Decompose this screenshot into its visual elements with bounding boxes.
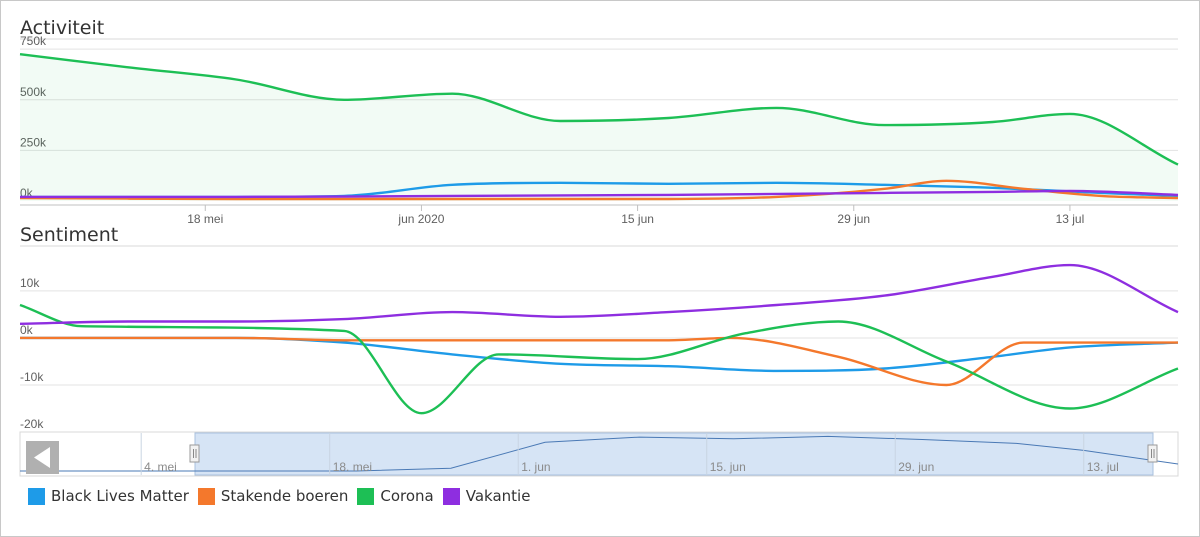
navigator-series [20,435,1179,472]
navigator-x-tick-label: 29. jun [898,460,934,474]
navigator-x-tick-labels: 4. mei 18. mei 1. jun 15. jun 29. jun 13. jul [140,433,1119,475]
y-tick-label: -10k [20,370,44,384]
activiteit-series [19,53,1179,202]
series-line-vakantie[interactable] [19,263,1179,325]
navigator-handle-left[interactable] [189,444,200,463]
activiteit-x-tick-labels: 18 mei jun 2020 15 jun 29 jun 13 jul [187,205,1084,226]
y-tick-label: -20k [20,417,44,431]
legend-swatch [357,487,375,505]
legend: Black Lives Matter Stakende boeren Corona V… [28,485,539,507]
x-tick-label: 15 jun [621,212,654,226]
chart-title-activiteit: Activiteit [20,17,104,39]
sentiment-series [19,263,1179,415]
series-line-corona[interactable] [19,53,1179,166]
activiteit-gridlines [20,48,1178,151]
series-line-stakende-boeren[interactable] [19,179,1179,201]
y-tick-label: 750k [20,34,47,48]
series-area-corona [20,54,1178,202]
navigator-x-tick-label: 1. jun [521,460,550,474]
x-tick-label: 29 jun [837,212,870,226]
x-tick-label: 13 jul [1056,212,1085,226]
sentiment-gridlines [20,290,1178,433]
chart-title-sentiment: Sentiment [20,224,118,246]
legend-label: Stakende boeren [220,487,349,505]
navigator-x-tick-label: 15. jun [710,460,746,474]
legend-item-black-lives-matter[interactable]: Black Lives Matter [28,487,189,505]
navigator-series-line [20,435,1179,472]
legend-label: Corona [380,487,434,505]
legend-label: Vakantie [465,487,531,505]
legend-swatch [28,487,45,505]
series-line-corona[interactable] [19,303,1179,415]
arrow-left-icon [34,447,50,468]
navigator-scroll-left-button[interactable] [26,441,59,474]
legend-item-vakantie[interactable]: Vakantie [442,487,531,505]
legend-item-corona[interactable]: Corona [357,487,434,505]
legend-item-stakende-boeren[interactable]: Stakende boeren [197,487,349,505]
navigator-selected-range[interactable] [194,432,1154,476]
series-line-vakantie[interactable] [20,189,1179,199]
navigator-x-tick-label: 13. jul [1087,460,1119,474]
x-tick-label: 18 mei [187,212,223,226]
sentiment-y-tick-labels: -20k -10k 0k 10k [20,276,44,431]
legend-swatch [197,487,215,505]
series-line-black-lives-matter[interactable] [20,336,1179,373]
series-line-stakende-boeren[interactable] [20,336,1178,387]
navigator-x-tick-label: 4. mei [144,460,177,474]
y-tick-label: 250k [20,135,47,149]
navigator-handle-right[interactable] [1147,444,1158,463]
range-navigator[interactable]: 4. mei 18. mei 1. jun 15. jun 29. jun 13. jul [19,431,1179,477]
navigator-x-tick-label: 18. mei [333,460,372,474]
y-tick-label: 10k [20,276,40,290]
legend-swatch [442,487,460,505]
y-tick-label: 0k [20,323,34,337]
x-tick-label: jun 2020 [397,212,444,226]
y-tick-label: 500k [20,85,47,99]
legend-label: Black Lives Matter [51,487,189,505]
